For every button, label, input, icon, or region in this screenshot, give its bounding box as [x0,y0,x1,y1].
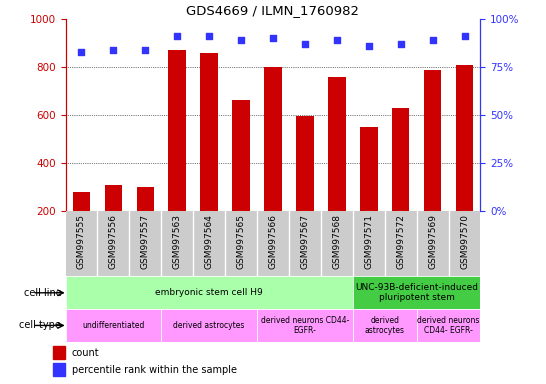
Text: derived neurons CD44-
EGFR-: derived neurons CD44- EGFR- [261,316,349,335]
Bar [257,309,353,342]
Bar [353,309,417,342]
Point [364,43,373,49]
Point [428,37,437,43]
Bar [97,211,129,276]
Bar [360,127,377,259]
Text: GSM997556: GSM997556 [109,214,118,270]
Bar [328,77,346,259]
Bar [289,211,321,276]
Text: GSM997557: GSM997557 [141,214,150,270]
Bar [129,211,161,276]
Point [141,47,150,53]
Bar [417,211,449,276]
Text: derived
astrocytes: derived astrocytes [365,316,405,335]
Text: cell type: cell type [20,320,61,331]
Text: GSM997563: GSM997563 [173,214,182,270]
Point [173,33,182,40]
Point [333,37,341,43]
Text: GSM997570: GSM997570 [460,214,469,270]
Text: count: count [72,348,99,358]
Text: UNC-93B-deficient-induced
pluripotent stem: UNC-93B-deficient-induced pluripotent st… [355,283,478,303]
Bar [66,309,161,342]
Point [205,33,213,40]
Bar [66,211,97,276]
Text: GSM997568: GSM997568 [333,214,341,270]
Bar [321,211,353,276]
Bar [53,363,64,376]
Text: undifferentiated: undifferentiated [82,321,145,330]
Text: GSM997566: GSM997566 [269,214,277,270]
Point [109,47,118,53]
Text: GSM997565: GSM997565 [236,214,246,270]
Bar [161,211,193,276]
Bar [232,99,250,259]
Point [300,41,309,47]
Bar [105,185,122,259]
Bar [392,108,410,259]
Text: derived neurons
CD44- EGFR-: derived neurons CD44- EGFR- [417,316,480,335]
Bar [257,211,289,276]
Bar [456,65,473,259]
Bar [169,50,186,259]
Bar [136,187,154,259]
Bar [296,116,314,259]
Text: percentile rank within the sample: percentile rank within the sample [72,365,236,375]
Text: embryonic stem cell H9: embryonic stem cell H9 [155,288,263,297]
Text: GSM997571: GSM997571 [364,214,373,270]
Point [237,37,246,43]
Text: cell line: cell line [23,288,61,298]
Bar [225,211,257,276]
Title: GDS4669 / ILMN_1760982: GDS4669 / ILMN_1760982 [187,3,359,17]
Point [77,49,86,55]
Bar [200,53,218,259]
Bar [385,211,417,276]
Point [460,33,469,40]
Text: GSM997555: GSM997555 [77,214,86,270]
Bar [417,309,480,342]
Text: GSM997572: GSM997572 [396,214,405,269]
Bar [264,67,282,259]
Text: derived astrocytes: derived astrocytes [174,321,245,330]
Bar [66,276,353,309]
Bar [193,211,225,276]
Text: GSM997569: GSM997569 [428,214,437,270]
Bar [53,346,64,359]
Text: GSM997564: GSM997564 [205,214,213,269]
Text: GSM997567: GSM997567 [300,214,310,270]
Bar [353,276,480,309]
Bar [353,211,385,276]
Bar [161,309,257,342]
Point [269,35,277,41]
Bar [73,192,90,259]
Point [396,41,405,47]
Bar [449,211,480,276]
Bar [424,70,441,259]
